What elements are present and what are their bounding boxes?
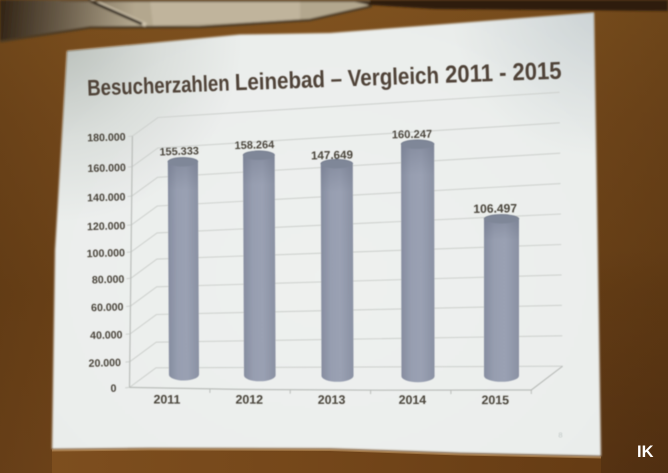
svg-text:158.264: 158.264 [234, 139, 275, 152]
svg-text:0: 0 [110, 383, 116, 395]
svg-text:140.000: 140.000 [87, 191, 126, 204]
svg-text:2011: 2011 [154, 393, 181, 407]
svg-text:2011 - 2015: 2011 - 2015 [445, 58, 562, 89]
svg-text:155.333: 155.333 [159, 145, 199, 158]
svg-text:100.000: 100.000 [87, 247, 126, 260]
svg-text:2013: 2013 [318, 393, 346, 407]
svg-text:20.000: 20.000 [88, 357, 121, 370]
svg-text:Besucherzahlen: Besucherzahlen [87, 70, 235, 100]
svg-text:2012: 2012 [235, 393, 263, 407]
svg-text:40.000: 40.000 [90, 329, 123, 342]
svg-text:106.497: 106.497 [473, 201, 517, 216]
svg-text:160.000: 160.000 [87, 162, 126, 175]
svg-text:80.000: 80.000 [92, 274, 125, 287]
svg-text:160.247: 160.247 [392, 129, 433, 142]
svg-text:2014: 2014 [399, 393, 427, 407]
svg-text:120.000: 120.000 [87, 220, 126, 233]
svg-text:60.000: 60.000 [91, 301, 124, 314]
svg-text:2015: 2015 [481, 393, 509, 407]
svg-text:IK: IK [637, 443, 654, 461]
svg-text:147.649: 147.649 [311, 149, 354, 163]
svg-text:8: 8 [558, 431, 562, 440]
svg-text:180.000: 180.000 [87, 131, 126, 144]
